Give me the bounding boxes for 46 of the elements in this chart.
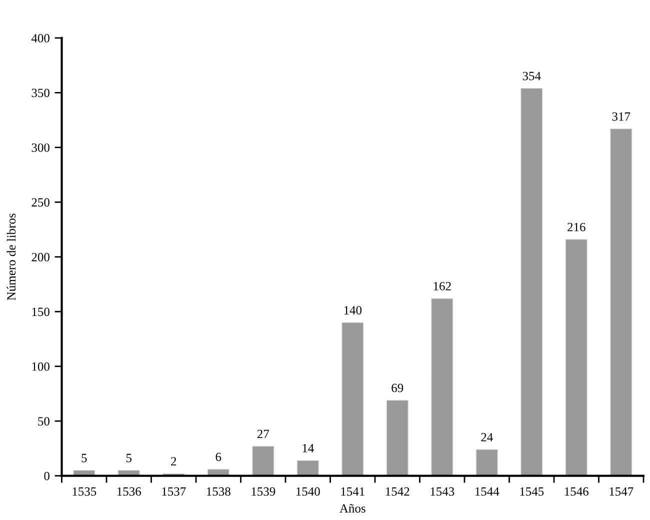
x-tick-label: 1535 — [72, 487, 96, 496]
y-tick-label: 250 — [32, 198, 50, 207]
x-tick-label: 1541 — [341, 487, 364, 496]
data-label: 162 — [434, 282, 451, 290]
data-label: 5 — [126, 454, 132, 462]
bar — [520, 88, 543, 476]
bar — [252, 446, 274, 476]
bar — [476, 449, 498, 476]
y-tick-label: 400 — [31, 34, 50, 42]
y-tick-label: 300 — [32, 143, 50, 152]
data-label: 69 — [392, 384, 404, 392]
y-tick-label: 100 — [32, 362, 50, 371]
x-axis-title: Años — [340, 504, 366, 513]
x-tick-label: 1542 — [386, 487, 410, 496]
x-tick-label: 1545 — [520, 487, 544, 496]
y-tick-label: 0 — [44, 472, 50, 480]
data-label: 24 — [481, 433, 493, 442]
x-tick-label: 1538 — [206, 487, 230, 496]
y-tick-label: 150 — [32, 308, 50, 316]
bar — [296, 460, 319, 476]
y-tick-label: 200 — [32, 252, 50, 262]
data-label: 354 — [522, 72, 541, 80]
x-tick-label: 1540 — [296, 487, 320, 496]
bar — [610, 128, 632, 476]
bar — [565, 239, 588, 476]
data-label: 140 — [344, 306, 362, 314]
y-tick-label: 350 — [32, 88, 50, 98]
x-tick-label: 1539 — [252, 487, 276, 496]
x-tick-label: 1546 — [564, 487, 588, 496]
data-label: 216 — [568, 222, 586, 232]
data-label: 2 — [171, 457, 176, 466]
data-label: 6 — [216, 452, 222, 462]
bar — [431, 298, 454, 476]
x-tick-label: 1544 — [475, 487, 500, 496]
data-label: 5 — [82, 454, 87, 462]
x-tick-label: 1536 — [117, 487, 141, 496]
x-tick-label: 1547 — [610, 487, 634, 496]
y-axis-title: Número de libros — [6, 214, 16, 300]
x-tick-label: 1537 — [162, 487, 186, 496]
bar — [342, 322, 364, 476]
bar — [386, 400, 408, 476]
x-tick-label: 1543 — [430, 487, 454, 496]
data-label: 317 — [612, 112, 630, 121]
y-tick-label: 50 — [38, 417, 50, 426]
data-label: 27 — [257, 430, 270, 438]
data-label: 14 — [302, 444, 314, 452]
